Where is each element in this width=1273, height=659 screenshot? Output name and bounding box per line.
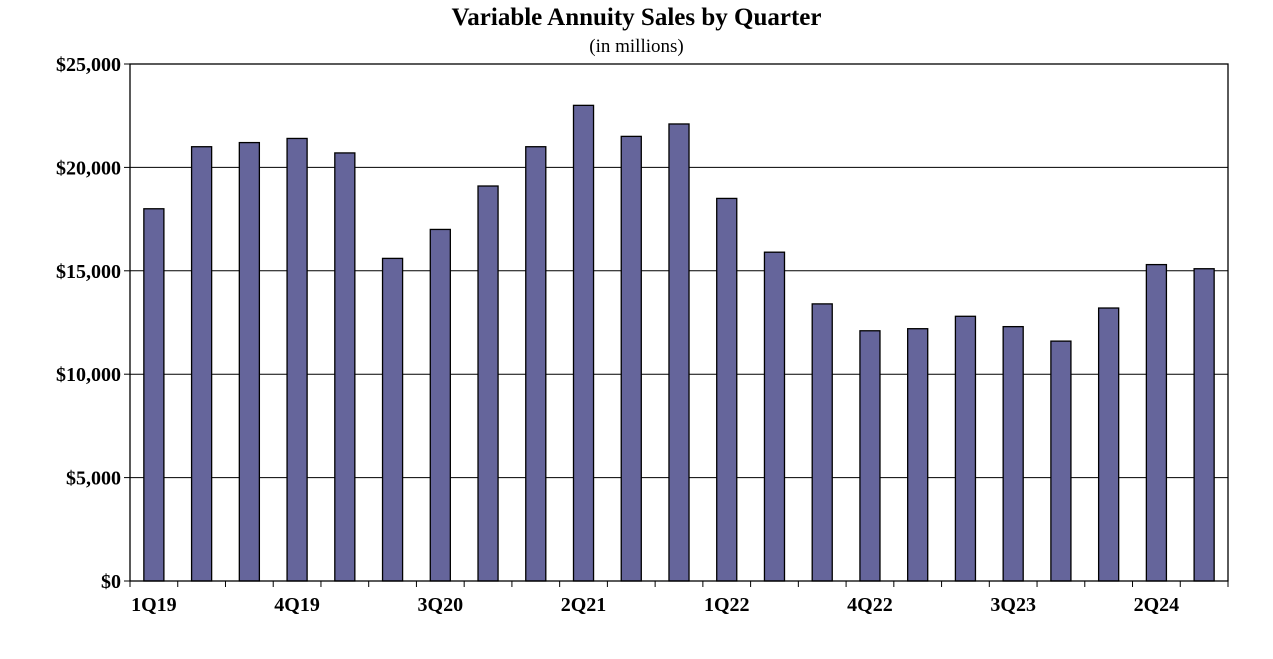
bar-4Q23 bbox=[1050, 340, 1072, 582]
x-tick-label: 1Q22 bbox=[704, 594, 750, 616]
bar-2Q20 bbox=[381, 257, 404, 582]
chart-subtitle: (in millions) bbox=[589, 36, 684, 57]
bar-2Q23 bbox=[954, 315, 977, 582]
bar-1Q22 bbox=[716, 197, 738, 582]
bar-3Q19 bbox=[238, 141, 261, 582]
y-tick-label: $25,000 bbox=[56, 54, 121, 76]
bar-3Q23 bbox=[1002, 325, 1024, 582]
bar-1Q20 bbox=[334, 152, 356, 582]
y-tick-label: $20,000 bbox=[56, 157, 121, 179]
y-tick-label: $15,000 bbox=[56, 261, 121, 283]
bar-1Q21 bbox=[525, 146, 547, 582]
bar-4Q21 bbox=[668, 123, 690, 582]
bar-2Q24 bbox=[1145, 263, 1168, 582]
x-tick-label: 2Q21 bbox=[561, 594, 607, 616]
bar-3Q21 bbox=[620, 135, 642, 582]
x-tick-label: 3Q23 bbox=[990, 594, 1036, 616]
x-tick-label: 3Q20 bbox=[418, 594, 464, 616]
bar-2Q19 bbox=[190, 146, 213, 582]
x-tick-label: 4Q22 bbox=[847, 594, 893, 616]
bar-4Q19 bbox=[286, 137, 308, 582]
bar-4Q20 bbox=[477, 185, 499, 582]
x-tick-label: 4Q19 bbox=[274, 594, 320, 616]
chart-title: Variable Annuity Sales by Quarter bbox=[451, 4, 822, 31]
bar-2Q21 bbox=[572, 104, 595, 582]
y-tick-label: $0 bbox=[101, 571, 121, 593]
bar-1Q19 bbox=[143, 208, 165, 582]
x-axis-labels: 1Q19 4Q19 3Q20 2Q21 1Q22 4Q22 3Q23 2Q24 bbox=[131, 594, 1179, 616]
bar-3Q22 bbox=[811, 303, 833, 582]
x-tick-label: 1Q19 bbox=[131, 594, 177, 616]
bar-3Q20 bbox=[429, 228, 451, 582]
bar-3Q24 bbox=[1193, 268, 1215, 582]
y-tick-label: $10,000 bbox=[56, 364, 121, 386]
y-axis-labels: $0 $5,000 $10,000 $15,000 $20,000 $25,000 bbox=[56, 54, 121, 593]
bar-1Q23 bbox=[907, 328, 929, 582]
y-tick-label: $5,000 bbox=[66, 468, 121, 490]
bar-1Q24 bbox=[1097, 307, 1120, 582]
x-tick-label: 2Q24 bbox=[1134, 594, 1180, 616]
bar-2Q22 bbox=[763, 251, 786, 582]
tick-marks bbox=[124, 63, 1229, 587]
bars bbox=[143, 104, 1215, 582]
plot-frame bbox=[129, 63, 1229, 582]
bar-4Q22 bbox=[859, 330, 881, 582]
